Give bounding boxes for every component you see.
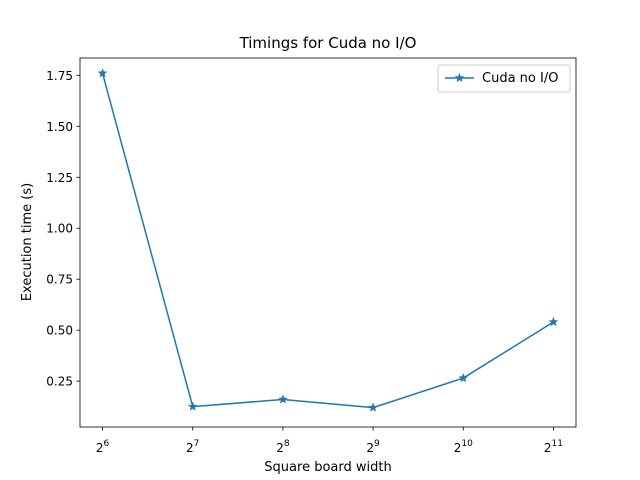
x-tick-label-exponent: 11 (552, 439, 563, 449)
x-tick-label-exponent: 6 (103, 439, 109, 449)
y-tick-label: 0.75 (46, 273, 73, 287)
plot-area (97, 68, 559, 412)
legend-entry-label: Cuda no I/O (482, 71, 558, 86)
x-tick-label: 27 (186, 439, 199, 455)
x-tick-label: 210 (454, 439, 473, 455)
data-point-marker (277, 394, 288, 404)
y-axis-label: Execution time (s) (20, 183, 35, 301)
x-tick-label-base: 2 (96, 441, 104, 455)
y-tick-label: 1.00 (46, 222, 73, 236)
x-tick-label-base: 2 (186, 441, 194, 455)
data-point-marker (368, 402, 379, 412)
x-tick-label-base: 2 (454, 441, 462, 455)
chart-title: Timings for Cuda no I/O (239, 34, 417, 52)
x-tick-label-exponent: 8 (284, 439, 290, 449)
y-tick-label: 1.75 (46, 69, 73, 83)
x-tick-label: 29 (366, 439, 380, 455)
x-tick-label-base: 2 (276, 441, 284, 455)
y-tick-label: 0.50 (46, 324, 73, 338)
y-tick-label: 0.25 (46, 375, 73, 389)
x-tick-label-base: 2 (544, 441, 552, 455)
legend-marker-star (454, 72, 465, 83)
x-tick-label: 28 (276, 439, 290, 455)
x-tick-label-exponent: 7 (194, 439, 200, 449)
x-tick-label: 211 (544, 439, 563, 455)
legend: Cuda no I/O (437, 64, 571, 93)
y-tick-label: 1.25 (46, 171, 73, 185)
x-tick-label: 26 (96, 439, 110, 455)
x-axis-label: Square board width (264, 460, 391, 475)
x-tick-label-exponent: 10 (461, 439, 473, 449)
data-point-marker (548, 316, 559, 327)
data-point-marker (187, 401, 198, 411)
data-point-marker (97, 68, 108, 78)
series-line (101, 73, 554, 409)
y-axis-ticks: 0.25 0.50 0.75 1.00 1.25 1.50 1.75 (46, 69, 80, 389)
legend-star-marker (454, 72, 465, 83)
y-tick-label: 1.50 (46, 120, 73, 134)
legend-box (437, 64, 571, 93)
axes-frame (79, 57, 577, 428)
data-point-marker (458, 372, 469, 383)
x-axis-ticks: 26 27 28 29 210 211 (96, 427, 563, 455)
x-tick-label-base: 2 (366, 441, 374, 455)
x-tick-label-exponent: 9 (374, 439, 380, 449)
